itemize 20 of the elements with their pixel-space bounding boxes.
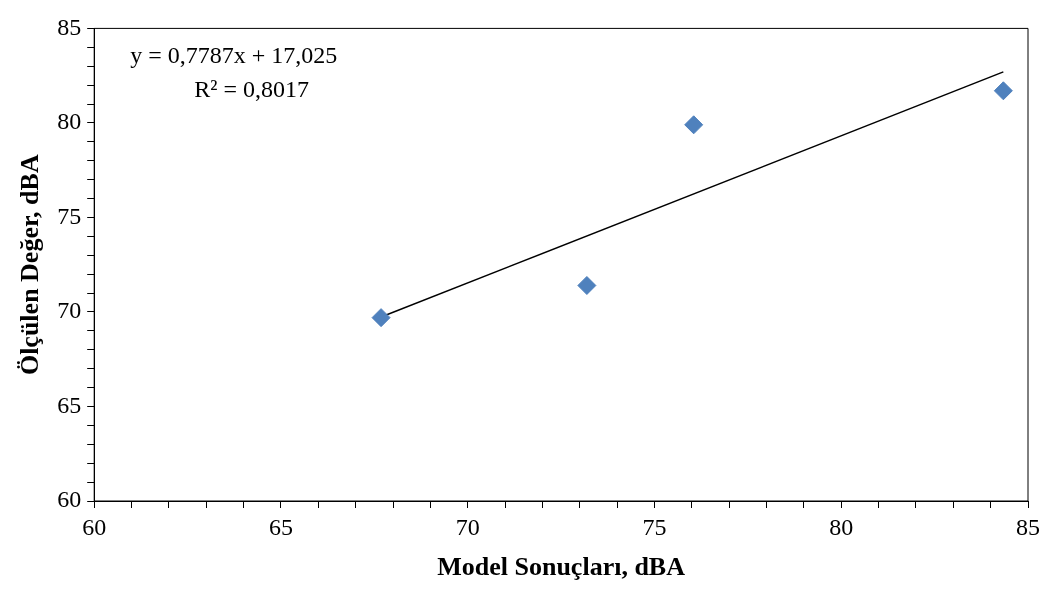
x-tick-label: 75 (642, 513, 667, 540)
x-tick-label: 85 (1016, 513, 1040, 540)
point (371, 308, 391, 328)
point (684, 115, 704, 135)
x-tick-label: 70 (455, 513, 480, 540)
y-tick-label: 80 (57, 108, 82, 135)
y-tick-label: 85 (57, 13, 82, 40)
y-tick-label: 65 (57, 391, 82, 418)
x-tick-label: 80 (829, 513, 854, 540)
point (993, 81, 1013, 101)
y-tick-label: 60 (57, 486, 82, 513)
x-tick-label: 65 (268, 513, 293, 540)
x-tick-label: 60 (82, 513, 107, 540)
y-axis-title: Ölçülen Değer, dBA (15, 154, 45, 376)
point (577, 275, 597, 295)
annotation: R² = 0,8017 (194, 75, 309, 102)
y-tick-label: 75 (57, 202, 82, 229)
annotation: y = 0,7787x + 17,025 (130, 41, 338, 68)
x-axis-title: Model Sonuçları, dBA (437, 552, 686, 582)
y-tick-label: 70 (57, 297, 82, 324)
